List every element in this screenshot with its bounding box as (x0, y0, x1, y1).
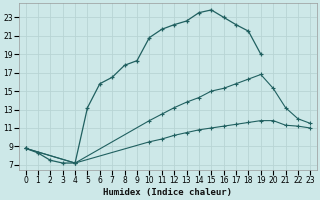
X-axis label: Humidex (Indice chaleur): Humidex (Indice chaleur) (103, 188, 232, 197)
